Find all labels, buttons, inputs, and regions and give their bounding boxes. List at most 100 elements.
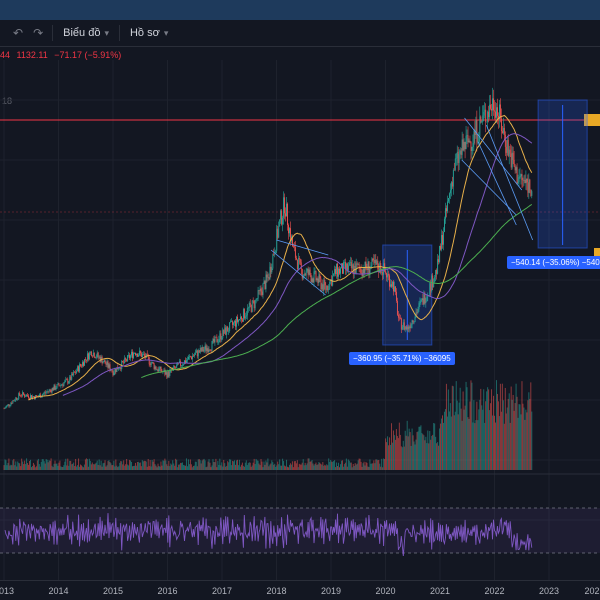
volume-bar — [516, 396, 518, 470]
candle-body — [21, 395, 23, 397]
x-tick-label: 2020 — [375, 586, 396, 596]
volume-bar — [59, 460, 61, 470]
volume-bar — [117, 467, 119, 470]
volume-bar — [84, 459, 86, 470]
volume-bar — [230, 459, 232, 470]
candle-body — [185, 360, 186, 363]
volume-bar — [145, 461, 147, 470]
volume-bar — [210, 467, 212, 470]
candle-body — [60, 384, 62, 387]
volume-bar — [435, 436, 437, 470]
volume-bar — [139, 462, 141, 470]
volume-bar — [80, 464, 82, 470]
candle-body — [148, 357, 150, 365]
candle-body — [257, 290, 259, 299]
volume-bar — [294, 461, 296, 470]
volume-bar — [80, 465, 82, 470]
volume-bar — [54, 460, 56, 470]
candle-body — [242, 309, 244, 322]
candle-body — [165, 372, 167, 375]
volume-bar — [31, 465, 33, 470]
volume-bar — [85, 458, 87, 470]
volume-bar — [350, 462, 352, 470]
candle-body — [400, 318, 402, 330]
volume-bar — [307, 458, 309, 470]
volume-bar — [439, 428, 441, 470]
chart-menu-button[interactable]: Biểu đồ ▾ — [57, 20, 115, 46]
redo-icon[interactable]: ↷ — [33, 26, 44, 40]
volume-bar — [353, 465, 355, 470]
candle-body — [248, 302, 250, 308]
volume-bar — [71, 464, 73, 470]
candle-body — [269, 266, 271, 280]
candle-body — [158, 368, 160, 372]
volume-bar — [260, 459, 262, 470]
volume-bar — [392, 430, 394, 470]
volume-bar — [161, 465, 163, 470]
candle-body — [375, 259, 377, 265]
volume-bar — [267, 458, 269, 470]
volume-bar — [486, 391, 488, 470]
candle-body — [405, 326, 407, 330]
volume-bar — [137, 461, 139, 470]
candle-body — [73, 372, 75, 376]
volume-bar — [430, 439, 432, 470]
candle-body — [203, 349, 205, 352]
volume-bar — [465, 381, 467, 470]
volume-bar — [254, 463, 256, 470]
candle-body — [388, 274, 390, 276]
candle-body — [300, 262, 302, 270]
candle-body — [341, 263, 342, 269]
candle-body — [247, 307, 249, 309]
volume-bar — [495, 380, 497, 470]
volume-bar — [299, 464, 301, 470]
volume-bar — [24, 460, 26, 470]
volume-bar — [79, 466, 81, 470]
profile-menu-button[interactable]: Hồ sơ ▾ — [124, 20, 174, 46]
candle-body — [149, 364, 151, 365]
candle-body — [65, 379, 67, 381]
candle-body — [294, 247, 296, 258]
candle-body — [358, 264, 360, 268]
volume-bar — [199, 460, 201, 470]
volume-bar — [104, 460, 106, 470]
candle-body — [114, 368, 116, 373]
candle-body — [78, 366, 80, 372]
volume-bar — [326, 464, 328, 470]
candle-body — [493, 98, 495, 111]
volume-bar — [93, 464, 95, 470]
candle-body — [211, 341, 213, 351]
candle-body — [167, 371, 169, 378]
candle-body — [67, 379, 69, 384]
volume-bar — [470, 380, 472, 470]
candle-body — [55, 388, 57, 390]
candle-body — [293, 246, 295, 248]
candle-body — [104, 360, 106, 364]
volume-bar — [284, 465, 286, 470]
volume-bar — [106, 465, 108, 470]
candle-body — [487, 111, 489, 122]
volume-bar — [169, 466, 171, 470]
volume-bar — [278, 464, 280, 470]
volume-bar — [479, 399, 481, 470]
candle-body — [476, 120, 478, 143]
volume-bar — [167, 465, 169, 470]
volume-bar — [448, 411, 450, 470]
volume-bar — [12, 460, 14, 470]
volume-bar — [38, 464, 40, 470]
volume-bar — [47, 462, 49, 470]
volume-bar — [398, 422, 400, 470]
candle-body — [385, 271, 387, 273]
legend-close: 1132.11 — [16, 50, 48, 60]
undo-icon[interactable]: ↶ — [13, 26, 24, 40]
candle-body — [520, 174, 522, 177]
volume-bar — [25, 464, 27, 470]
volume-bar — [51, 465, 53, 470]
candle-body — [9, 405, 11, 406]
price-chart[interactable] — [0, 60, 600, 580]
candle-body — [155, 366, 157, 370]
volume-bar — [296, 460, 298, 470]
candle-body — [83, 362, 84, 366]
candle-body — [377, 260, 379, 269]
volume-bar — [332, 461, 334, 470]
